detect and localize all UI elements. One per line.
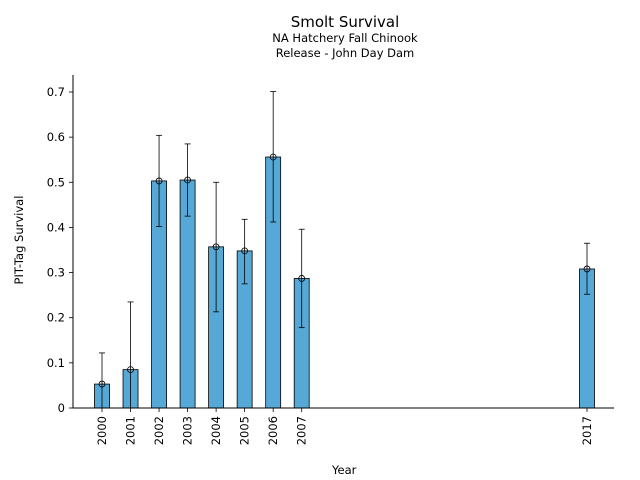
- chart-title: Smolt Survival: [290, 13, 400, 31]
- point-marker-2002: [155, 177, 163, 185]
- y-tick-label-0.6: 0.6: [47, 130, 65, 144]
- x-tick-label-2017: 2017: [580, 416, 594, 445]
- y-axis: 0 0.1 0.2 0.3 0.4 0.5 0.6 0.7: [47, 75, 74, 415]
- chart-subtitle-line-1: NA Hatchery Fall Chinook: [272, 31, 418, 45]
- point-marker-2004: [212, 243, 220, 251]
- y-tick-label-0.3: 0.3: [47, 266, 65, 280]
- y-axis-label: PIT-Tag Survival: [12, 195, 26, 285]
- x-tick-label-2003: 2003: [181, 416, 195, 445]
- point-marker-2003: [184, 176, 191, 184]
- x-tick-label-2006: 2006: [266, 416, 280, 445]
- point-marker-2005: [241, 247, 249, 255]
- point-marker-2007: [298, 275, 306, 282]
- x-tick-label-2001: 2001: [124, 416, 138, 445]
- chart-subtitle-line-2: Release - John Day Dam: [275, 46, 415, 60]
- y-tick-label-0: 0: [58, 401, 65, 415]
- x-tick-label-2007: 2007: [295, 416, 309, 445]
- y-tick-label-0.1: 0.1: [47, 356, 65, 370]
- point-marker-2000: [98, 380, 106, 388]
- x-tick-label-2005: 2005: [238, 416, 252, 445]
- x-axis: 2000 2001 2002 2003 2004 2005 2006 2007 2017: [73, 407, 614, 445]
- x-tick-label-2000: 2000: [95, 416, 109, 445]
- point-marker-2006: [269, 153, 277, 161]
- y-tick-label-0.5: 0.5: [47, 175, 65, 189]
- bars-group: [94, 156, 595, 409]
- y-tick-label-0.4: 0.4: [47, 220, 65, 234]
- x-tick-label-2004: 2004: [209, 416, 223, 445]
- error-bars-group: [98, 91, 591, 409]
- y-tick-label-0.2: 0.2: [47, 311, 65, 325]
- y-tick-label-0.7: 0.7: [47, 85, 65, 99]
- x-tick-label-2002: 2002: [152, 416, 166, 445]
- x-axis-label: Year: [332, 463, 357, 477]
- point-marker-2001: [127, 366, 134, 374]
- point-marker-2017: [583, 265, 591, 273]
